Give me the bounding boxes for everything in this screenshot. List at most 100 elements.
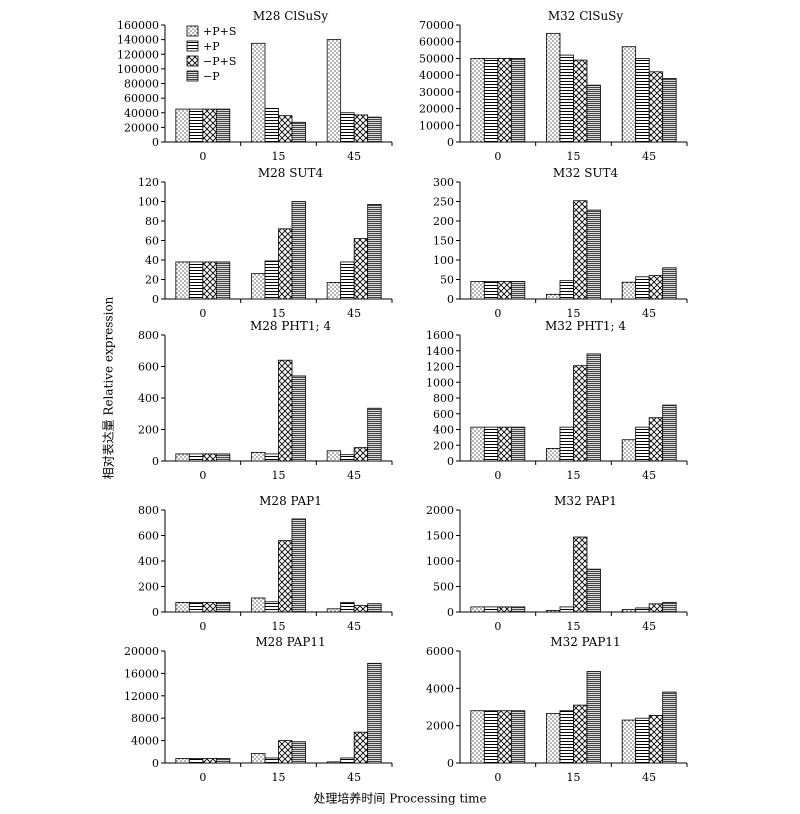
bar [278, 359, 293, 462]
y-tick-label: 400 [138, 392, 159, 405]
bar [175, 602, 190, 613]
bar [586, 209, 601, 300]
bar [215, 108, 231, 143]
y-tick-label: 120000 [117, 48, 159, 61]
bar [483, 58, 499, 143]
chart-title: M32 ClSuSy [548, 9, 624, 23]
y-tick-label: 200 [138, 581, 159, 594]
x-tick-label: 45 [347, 307, 361, 320]
y-tick-label: 30000 [419, 86, 454, 99]
bar [340, 454, 355, 462]
bar [573, 365, 588, 462]
bar [251, 753, 266, 764]
bar [175, 261, 190, 300]
y-tick-label: 100000 [117, 63, 159, 76]
chart-title: M32 PHT1; 4 [545, 319, 626, 333]
x-tick-label: 15 [567, 150, 581, 163]
bar [278, 740, 293, 764]
bar [573, 704, 588, 764]
bar [648, 603, 664, 613]
y-tick-label: 20000 [124, 645, 159, 658]
y-tick-label: 2000 [426, 720, 454, 733]
bar [559, 426, 574, 462]
y-tick-label: 600 [433, 408, 454, 421]
bar [353, 238, 369, 300]
y-tick-label: 600 [138, 361, 159, 374]
y-tick-label: 0 [447, 136, 454, 149]
bar [291, 741, 306, 764]
x-tick-label: 45 [347, 620, 361, 633]
chart-title: M28 ClSuSy [253, 9, 329, 23]
y-tick-label: 1000 [426, 555, 454, 568]
bar [497, 281, 512, 300]
bar [215, 261, 231, 300]
y-tick-label: 200 [138, 424, 159, 437]
bar [188, 108, 204, 143]
bar [510, 281, 526, 300]
bar [251, 273, 266, 300]
bar [662, 78, 677, 143]
y-tick-label: 80 [145, 215, 159, 228]
bar [202, 758, 217, 764]
x-tick-label: 0 [494, 771, 501, 784]
bar [175, 453, 190, 462]
chart-panel: M28 SUT4 0 20 40 60 80 100 120 0 15 45 [138, 166, 393, 320]
y-tick-label: 200 [433, 439, 454, 452]
bar [648, 71, 664, 143]
bar [188, 261, 204, 300]
y-tick-label: 0 [447, 455, 454, 468]
x-tick-label: 15 [272, 469, 286, 482]
y-tick-label: 16000 [124, 667, 159, 680]
bar [326, 39, 342, 143]
bar [510, 426, 526, 462]
bar [188, 758, 204, 764]
bar [340, 112, 355, 143]
bar [470, 710, 485, 764]
y-tick-label: 0 [152, 757, 159, 770]
y-tick-label: 250 [433, 196, 454, 209]
y-tick-label: 100 [433, 254, 454, 267]
bar [510, 710, 526, 764]
y-tick-label: 1600 [426, 329, 454, 342]
y-tick-label: 50000 [419, 52, 454, 65]
y-tick-label: 40000 [124, 107, 159, 120]
bar [497, 606, 512, 613]
bar [251, 42, 266, 143]
chart-panel: M28 PAP1 0 200 400 600 800 0 15 45 [138, 494, 393, 633]
bar [251, 451, 266, 462]
y-tick-label: 40 [145, 254, 159, 267]
bar [559, 280, 574, 300]
bar [648, 275, 664, 300]
bar [291, 375, 306, 462]
chart-title: M32 PAP1 [554, 494, 617, 508]
y-tick-label: 400 [138, 555, 159, 568]
bar [483, 606, 499, 613]
bar [188, 602, 204, 613]
bar [497, 58, 512, 143]
bar [326, 608, 342, 613]
bar [326, 450, 342, 462]
x-tick-label: 45 [642, 620, 656, 633]
legend-label: +P+S [203, 25, 236, 38]
bar [367, 116, 382, 143]
y-tick-label: 20 [145, 274, 159, 287]
y-tick-label: 8000 [131, 712, 159, 725]
bar [621, 719, 637, 764]
chart-panel: M32 PAP1 0 500 1000 1500 2000 0 15 45 [426, 494, 688, 633]
bar [278, 228, 293, 300]
legend-label: −P [203, 70, 220, 83]
y-tick-label: 2000 [426, 504, 454, 517]
legend-swatch [186, 70, 199, 82]
legend: +P+S +P −P+S −P [186, 25, 236, 83]
bar [662, 267, 677, 300]
bar [546, 293, 561, 300]
y-tick-label: 0 [447, 293, 454, 306]
y-tick-label: 50 [440, 274, 454, 287]
y-tick-label: 60 [145, 235, 159, 248]
y-tick-label: 160000 [117, 19, 159, 32]
chart-panel: M32 SUT4 0 50 100 150 200 250 300 0 15 45 [433, 166, 688, 320]
bar [188, 453, 204, 462]
bar [573, 59, 588, 143]
x-tick-label: 15 [272, 307, 286, 320]
